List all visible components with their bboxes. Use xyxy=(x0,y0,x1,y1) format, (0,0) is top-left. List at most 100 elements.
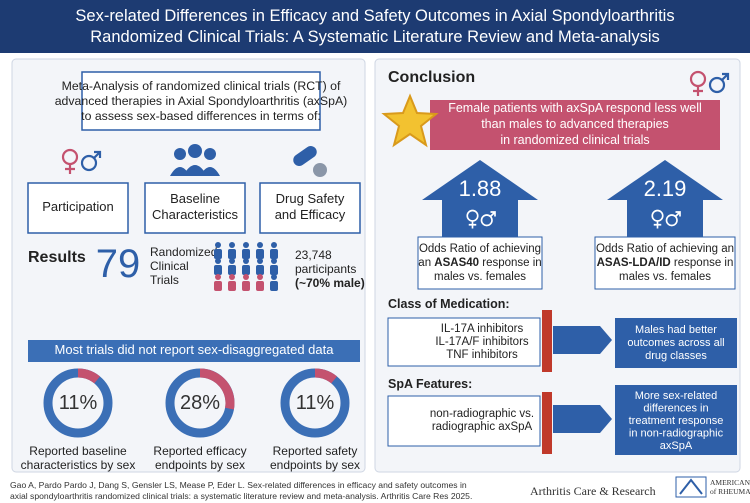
conclusion-heading: Conclusion xyxy=(388,69,475,86)
aspect-label: Participation xyxy=(42,199,114,214)
text-line: Characteristics xyxy=(152,207,238,222)
divider-bar xyxy=(542,392,552,454)
person-icon xyxy=(256,258,264,275)
text-line: (~70% male) xyxy=(295,276,365,290)
text-line: 23,748 xyxy=(295,248,332,262)
arrow-up xyxy=(422,160,538,240)
text-line: Reported efficacy xyxy=(153,444,246,458)
text-line: AMERICAN COLLEGE xyxy=(710,478,750,487)
section-heading: SpA Features: xyxy=(388,377,472,391)
intro-text: Meta-Analysis of randomized clinical tri… xyxy=(55,79,348,123)
odds-ratio-value: 2.19 xyxy=(644,176,687,201)
text-line: Trials xyxy=(150,273,179,287)
text-line: outcomes across all xyxy=(627,337,724,349)
trials-count: 79 xyxy=(96,242,141,286)
banner xyxy=(28,340,360,362)
text-line: radiographic axSpA xyxy=(432,421,533,433)
text-part: 79 xyxy=(96,242,141,286)
intro-box xyxy=(81,71,321,131)
text-line: treatment response xyxy=(629,415,724,427)
text-line: Drug Safety xyxy=(276,191,345,206)
text-part: ASAS-LDA/ID xyxy=(597,257,671,269)
text-part: ASAS40 xyxy=(434,257,479,269)
gender-icon xyxy=(651,209,681,229)
text-line: axial spondyloarthritis randomized clini… xyxy=(10,491,472,501)
text-line: ASAS-LDA/ID response in xyxy=(597,257,734,269)
gender-icon xyxy=(466,209,496,229)
text-part: response in xyxy=(671,257,734,269)
donut-segment xyxy=(314,368,337,384)
text-line: Males had better xyxy=(635,324,717,336)
donut-label: 11% xyxy=(296,392,335,414)
person-icon xyxy=(214,242,222,259)
text-line: characteristics by sex xyxy=(21,458,136,472)
section-heading: Class of Medication: xyxy=(388,297,510,311)
aspect-box xyxy=(27,182,129,234)
donut-caption: Reported efficacy endpoints by sex xyxy=(153,444,246,472)
aspect-label: Baseline Characteristics xyxy=(152,191,238,222)
gender-icon xyxy=(61,148,102,174)
person-icon xyxy=(228,242,236,259)
odds-ratio-value: 1.88 xyxy=(459,176,502,201)
text-line: endpoints by sex xyxy=(155,458,245,472)
odds-ratio-text: Odds Ratio of achieving an ASAS40 respons… xyxy=(418,243,541,283)
text-part: 11% xyxy=(296,392,335,414)
text-line: Female patients with axSpA respond less … xyxy=(448,101,702,115)
statement-banner xyxy=(430,100,720,150)
header-bar xyxy=(0,0,750,53)
person-icon xyxy=(270,242,278,259)
text-line: an ASAS40 response in xyxy=(418,257,541,269)
donut-label: 28% xyxy=(180,392,220,414)
text-line: IL-17A/F inhibitors xyxy=(435,336,529,348)
text-line: Reported baseline xyxy=(29,444,127,458)
person-icon xyxy=(256,274,264,291)
text-line: IL-17A inhibitors xyxy=(441,323,524,335)
section-finding: Males had better outcomes across all drug … xyxy=(627,324,724,362)
text-part: Conclusion xyxy=(388,69,475,86)
text-line: Participation xyxy=(42,199,114,214)
aspect-label: Drug Safety and Efficacy xyxy=(275,191,346,222)
gender-icon xyxy=(689,70,730,96)
results-heading: Results xyxy=(28,249,86,266)
text-part: 28% xyxy=(180,392,220,414)
trials-label: Randomized Clinical Trials xyxy=(150,245,217,287)
text-line: males vs. females xyxy=(619,271,711,283)
item-box xyxy=(387,317,541,367)
text-line: endpoints by sex xyxy=(270,458,360,472)
text-part: Results xyxy=(28,249,86,266)
text-line: Baseline xyxy=(170,191,220,206)
person-icon xyxy=(228,274,236,291)
text-part: an xyxy=(418,257,434,269)
aspect-box xyxy=(259,182,361,234)
text-line: axSpA xyxy=(660,440,693,452)
odds-ratio-box xyxy=(417,236,543,290)
section-finding: More sex-related differences in treatment … xyxy=(629,390,724,452)
text-line: Clinical xyxy=(150,259,189,273)
participants-label: 23,748 participants (~70% male) xyxy=(295,248,365,290)
right-panel xyxy=(374,58,741,473)
text-part: 1.88 xyxy=(459,176,502,201)
text-part: Most trials did not report sex-disaggreg… xyxy=(55,342,335,357)
text-line: Randomized xyxy=(150,245,217,259)
left-panel xyxy=(11,58,366,473)
pills-icon xyxy=(293,145,327,177)
title: Sex-related Differences in Efficacy and … xyxy=(75,7,674,46)
text-line: drug classes xyxy=(645,350,707,362)
society-name: AMERICAN COLLEGEof RHEUMATOLOGY xyxy=(710,478,750,496)
people-icon xyxy=(170,144,220,176)
text-part: response in xyxy=(479,257,542,269)
text-part: 2.19 xyxy=(644,176,687,201)
donut-caption: Reported baseline characteristics by sex xyxy=(21,444,136,472)
person-icon xyxy=(256,242,264,259)
person-icon xyxy=(270,258,278,275)
text-part: 11% xyxy=(59,392,98,414)
odds-ratio-box xyxy=(594,236,736,290)
person-icon xyxy=(214,274,222,291)
text-line: Randomized Clinical Trials: A Systematic… xyxy=(90,28,660,46)
text-line: TNF inhibitors xyxy=(446,349,518,361)
text-line: non-radiographic vs. xyxy=(430,408,534,420)
section-items: IL-17A inhibitors IL-17A/F inhibitors TNF … xyxy=(435,323,529,361)
text-line: to assess sex-based differences in terms… xyxy=(81,109,321,123)
item-box xyxy=(387,395,541,447)
